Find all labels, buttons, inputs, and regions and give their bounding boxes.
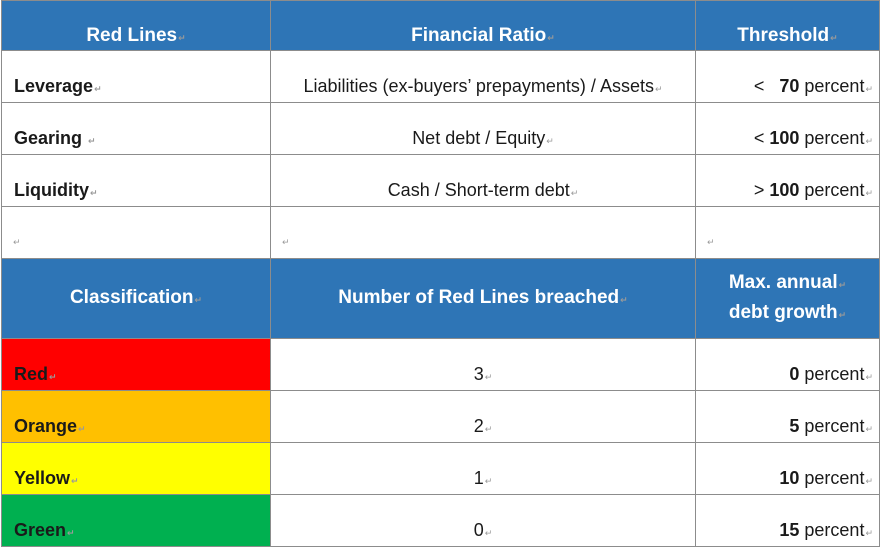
table-row: Green↵ 0↵ 15 percent↵ <box>1 494 880 547</box>
table-row: Liquidity↵ Cash / Short-term debt↵ > 100… <box>1 154 880 207</box>
empty-cell: ↵ <box>695 206 880 259</box>
breached-count: 2↵ <box>270 390 696 443</box>
paragraph-mark: ↵ <box>94 84 102 94</box>
paragraph-mark: ↵ <box>838 279 847 290</box>
paragraph-mark: ↵ <box>830 33 838 43</box>
paragraph-mark: ↵ <box>88 136 96 146</box>
red-line-name: Gearing ↵ <box>1 102 271 155</box>
header-max-growth: Max. annual↵ debt growth↵ <box>695 258 880 339</box>
paragraph-mark: ↵ <box>547 33 555 43</box>
red-line-name: Leverage↵ <box>1 50 271 103</box>
table-header-row: Red Lines↵ Financial Ratio↵ Threshold↵ <box>1 0 880 51</box>
class-yellow: Yellow↵ <box>1 442 271 495</box>
paragraph-mark: ↵ <box>282 237 290 247</box>
table-header-row: Classification↵ Number of Red Lines brea… <box>1 258 880 339</box>
paragraph-mark: ↵ <box>484 424 493 434</box>
red-line-threshold: < 70 percent↵ <box>695 50 880 103</box>
paragraph-mark: ↵ <box>90 188 98 198</box>
header-red-lines: Red Lines↵ <box>1 0 271 51</box>
max-growth: 15 percent↵ <box>695 494 880 547</box>
class-orange: Orange↵ <box>1 390 271 443</box>
header-financial-ratio: Financial Ratio↵ <box>270 0 696 51</box>
paragraph-mark: ↵ <box>194 294 203 305</box>
class-red: Red↵ <box>1 338 271 391</box>
paragraph-mark: ↵ <box>178 33 186 43</box>
paragraph-mark: ↵ <box>484 372 493 382</box>
paragraph-mark: ↵ <box>78 424 86 434</box>
red-line-threshold: < 100 percent↵ <box>695 102 880 155</box>
paragraph-mark: ↵ <box>865 424 873 434</box>
max-growth: 5 percent↵ <box>695 390 880 443</box>
paragraph-mark: ↵ <box>707 237 715 247</box>
paragraph-mark: ↵ <box>67 528 75 538</box>
empty-cell: ↵ <box>1 206 271 259</box>
paragraph-mark: ↵ <box>865 84 873 94</box>
paragraph-mark: ↵ <box>13 237 21 247</box>
paragraph-mark: ↵ <box>865 136 873 146</box>
breached-count: 3↵ <box>270 338 696 391</box>
class-green: Green↵ <box>1 494 271 547</box>
paragraph-mark: ↵ <box>49 372 57 382</box>
paragraph-mark: ↵ <box>484 528 493 538</box>
max-growth: 0 percent↵ <box>695 338 880 391</box>
header-threshold: Threshold↵ <box>695 0 880 51</box>
paragraph-mark: ↵ <box>865 188 873 198</box>
breached-count: 1↵ <box>270 442 696 495</box>
breached-count: 0↵ <box>270 494 696 547</box>
paragraph-mark: ↵ <box>546 136 554 146</box>
header-breached: Number of Red Lines breached↵ <box>270 258 696 339</box>
table-row: Red↵ 3↵ 0 percent↵ <box>1 338 880 391</box>
paragraph-mark: ↵ <box>838 309 847 320</box>
paragraph-mark: ↵ <box>71 476 79 486</box>
empty-cell: ↵ <box>270 206 696 259</box>
paragraph-mark: ↵ <box>654 84 663 94</box>
header-classification: Classification↵ <box>1 258 271 339</box>
table-row: Gearing ↵ Net debt / Equity↵ < 100 perce… <box>1 102 880 155</box>
red-line-name: Liquidity↵ <box>1 154 271 207</box>
red-line-ratio: Liabilities (ex-buyers’ prepayments) / A… <box>270 50 696 103</box>
paragraph-mark: ↵ <box>484 476 493 486</box>
red-line-ratio: Cash / Short-term debt↵ <box>270 154 696 207</box>
paragraph-mark: ↵ <box>865 372 873 382</box>
max-growth: 10 percent↵ <box>695 442 880 495</box>
paragraph-mark: ↵ <box>620 294 628 305</box>
paragraph-mark: ↵ <box>865 528 873 538</box>
red-line-ratio: Net debt / Equity↵ <box>270 102 696 155</box>
paragraph-mark: ↵ <box>570 188 579 198</box>
table-row: Yellow↵ 1↵ 10 percent↵ <box>1 442 880 495</box>
empty-row: ↵ ↵ ↵ <box>1 206 880 259</box>
table-row: Leverage↵ Liabilities (ex-buyers’ prepay… <box>1 50 880 103</box>
table-row: Orange↵ 2↵ 5 percent↵ <box>1 390 880 443</box>
paragraph-mark: ↵ <box>865 476 873 486</box>
red-line-threshold: > 100 percent↵ <box>695 154 880 207</box>
